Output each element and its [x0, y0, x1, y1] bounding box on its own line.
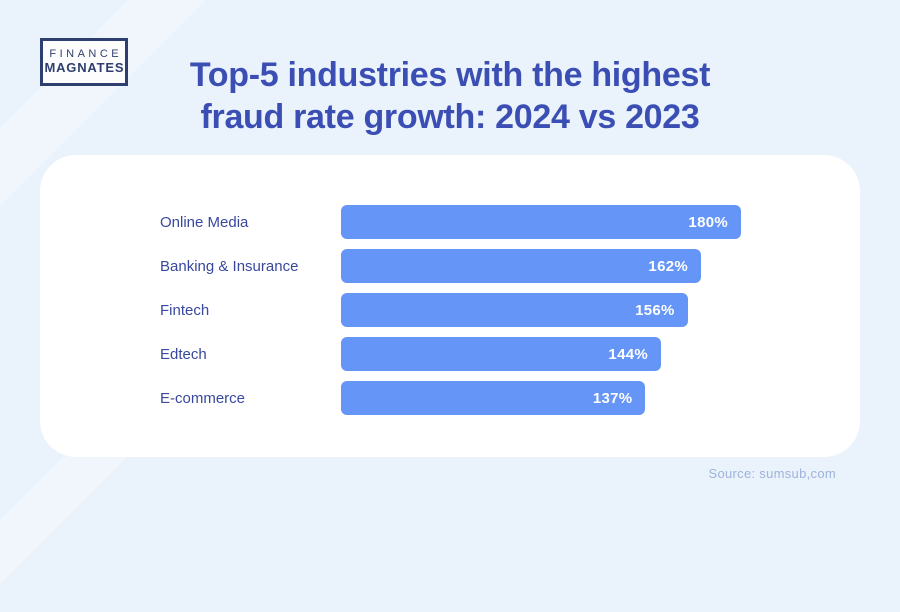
bar-track: 180%	[341, 205, 741, 239]
chart-row-banking-insurance: Banking & Insurance 162%	[40, 249, 860, 283]
bar-e-commerce: 137%	[341, 381, 646, 415]
source-attribution: Source: sumsub,com	[708, 466, 836, 481]
category-label-online-media: Online Media	[160, 213, 249, 231]
bar-banking-insurance: 162%	[341, 249, 701, 283]
bar-edtech: 144%	[341, 337, 661, 371]
bar-fintech: 156%	[341, 293, 688, 327]
finance-magnates-logo: FINANCE MAGNATES	[40, 38, 128, 86]
logo-text-finance: FINANCE	[49, 48, 123, 61]
chart-card: Online Media 180% Banking & Insurance 162% F…	[40, 155, 860, 457]
bar-track: 162%	[341, 249, 741, 283]
chart-row-online-media: Online Media 180%	[40, 205, 860, 239]
category-label-e-commerce: E-commerce	[160, 389, 246, 407]
bar-track: 137%	[341, 381, 741, 415]
chart-row-fintech: Fintech 156%	[40, 293, 860, 327]
page-title: Top-5 industries with the highest fraud r…	[0, 54, 900, 138]
category-label-edtech: Edtech	[160, 345, 207, 363]
page-title-line-1: Top-5 industries with the highest	[189, 56, 711, 94]
bar-value-label: 137%	[592, 389, 633, 407]
chart-row-e-commerce: E-commerce 137%	[40, 381, 860, 415]
bar-value-label: 180%	[688, 213, 728, 231]
bar-online-media: 180%	[341, 205, 741, 239]
bar-chart: Online Media 180% Banking & Insurance 162% F…	[40, 205, 860, 415]
page-title-line-2: fraud rate growth: 2024 vs 2023	[200, 98, 700, 136]
category-label-banking-insurance: Banking & Insurance	[160, 257, 299, 275]
bar-value-label: 162%	[648, 257, 688, 275]
bar-value-label: 144%	[608, 345, 648, 363]
bar-track: 156%	[341, 293, 741, 327]
category-label-fintech: Fintech	[160, 301, 210, 319]
bar-track: 144%	[341, 337, 741, 371]
bar-value-label: 156%	[635, 301, 675, 319]
logo-text-magnates: MAGNATES	[44, 59, 125, 75]
chart-row-edtech: Edtech 144%	[40, 337, 860, 371]
